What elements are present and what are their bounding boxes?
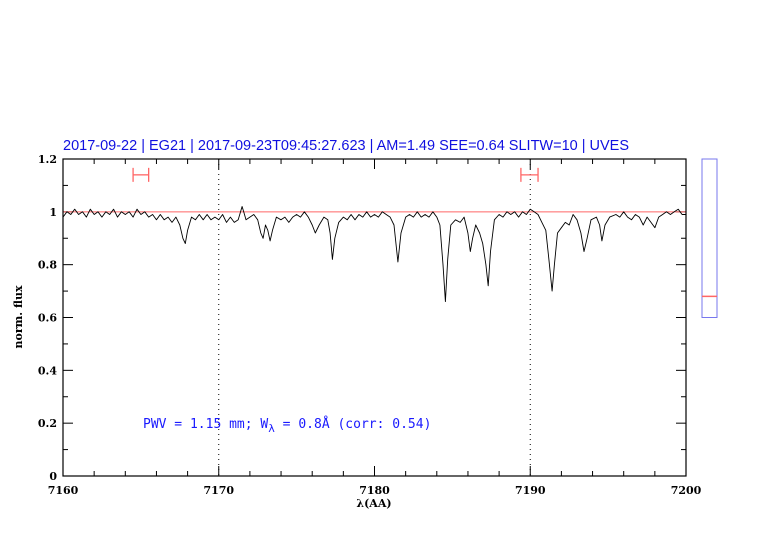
x-axis-label: λ(AA)	[356, 497, 391, 510]
tick-labels: 7160 7170 7180 7190 7200 0 0.2 0.4 0.6 0.8 1 1.2	[38, 153, 702, 497]
y-axis-label: norm. flux	[12, 285, 25, 348]
pwv-annotation: PWV = 1.15 mm; Wλ = 0.8Å (corr: 0.54)	[143, 416, 431, 435]
side-gauge	[701, 158, 718, 318]
y-tick-label: 0.8	[38, 259, 57, 272]
y-tick-label: 0.4	[38, 364, 57, 377]
x-tick-label: 7190	[515, 484, 546, 497]
axis-ticks	[62, 158, 687, 477]
lambda-subscript: λ	[268, 422, 275, 435]
x-tick-label: 7180	[359, 484, 390, 497]
guide-lines	[63, 159, 686, 476]
y-tick-label: 0	[49, 470, 57, 483]
pwv-rest-text: = 0.8Å (corr: 0.54)	[275, 416, 432, 432]
y-tick-label: 0.6	[38, 312, 57, 325]
y-tick-label: 0.2	[38, 417, 57, 430]
gauge-frame	[701, 158, 718, 318]
series-layer	[62, 206, 686, 303]
chart-title: 2017-09-22 | EG21 | 2017-09-23T09:45:27.…	[63, 138, 629, 154]
interval-marker	[132, 167, 150, 182]
y-tick-label: 1.2	[38, 153, 57, 166]
plot-frame	[62, 158, 687, 477]
spectrum-line	[62, 206, 686, 303]
pwv-text: PWV = 1.15 mm; W	[143, 417, 268, 432]
x-tick-label: 7200	[671, 484, 702, 497]
x-tick-label: 7170	[203, 484, 234, 497]
y-tick-label: 1	[49, 206, 57, 219]
interval-marker	[520, 167, 539, 182]
x-tick-label: 7160	[48, 484, 79, 497]
